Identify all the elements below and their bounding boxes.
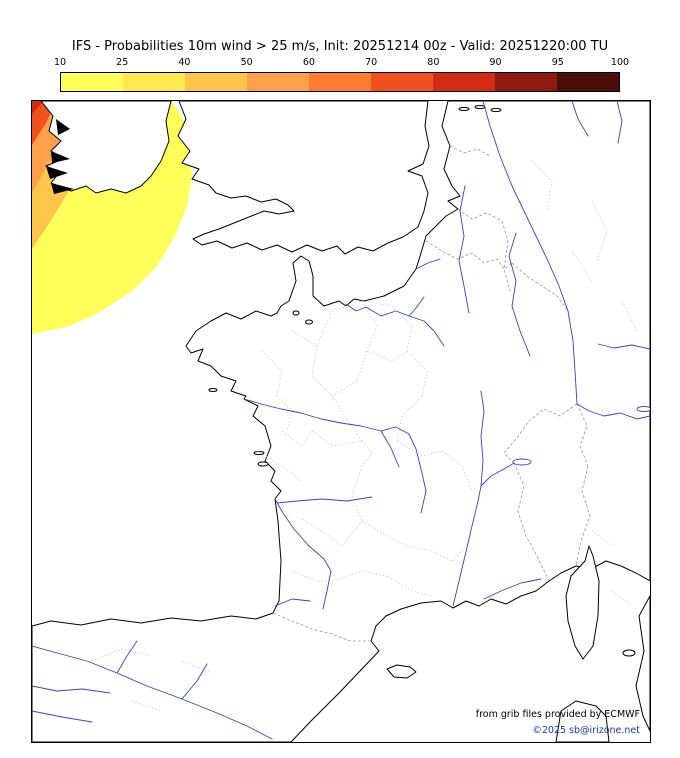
colorbar-segment — [123, 73, 185, 91]
contour-ge60 — [32, 101, 43, 114]
coast-ireland — [40, 101, 172, 194]
river-danube — [597, 343, 650, 350]
river-durance — [483, 578, 542, 600]
island-wadden-2 — [474, 105, 486, 109]
credit-copyright: ©2025 sb@irizone.net — [532, 725, 640, 737]
river-oise — [408, 296, 425, 317]
coastline-layer — [32, 101, 650, 742]
river-moselle — [508, 232, 531, 357]
river-ebro-trib-2 — [181, 663, 208, 700]
coast-ireland-peninsulas — [46, 119, 74, 194]
colorbar-segments — [60, 72, 620, 92]
colorbar-tick-label: 10 — [53, 57, 67, 68]
coast-continent — [32, 101, 650, 742]
island-wadden-1 — [458, 107, 470, 111]
island-corsica — [565, 545, 600, 660]
country-borders-layer — [272, 145, 591, 642]
colorbar-tick-label: 70 — [365, 57, 378, 68]
island-wadden-3 — [490, 108, 502, 112]
river-duero — [32, 685, 111, 694]
river-somme — [415, 258, 441, 270]
coast-britain — [177, 101, 430, 255]
coast-italy-strip — [635, 595, 650, 732]
credit-ecmwf: from grib files provided by ECMWF — [475, 709, 640, 721]
island-elba — [622, 649, 636, 657]
island-menorca — [386, 664, 417, 679]
island-channel-1 — [292, 310, 300, 316]
river-meuse — [458, 185, 470, 314]
colorbar-tick-label: 50 — [240, 57, 253, 68]
department-borders-layer — [91, 160, 638, 712]
river-rhine — [482, 101, 650, 420]
rivers-layer — [32, 101, 650, 740]
colorbar-segment — [185, 73, 247, 91]
river-spain-3 — [32, 710, 93, 723]
map-svg — [32, 101, 650, 742]
river-saone — [480, 390, 485, 487]
colorbar-segment — [309, 73, 371, 91]
map-credits: from grib files provided by ECMWF ©2025 … — [475, 709, 640, 737]
river-loire — [243, 398, 427, 514]
colorbar-tick-label: 90 — [489, 57, 502, 68]
island-oleron — [257, 461, 269, 467]
colorbar-segment — [247, 73, 309, 91]
map-frame: from grib files provided by ECMWF ©2025 … — [31, 100, 651, 743]
river-dordogne — [276, 496, 373, 504]
river-rhone — [452, 462, 515, 607]
river-germany-1 — [571, 101, 589, 137]
river-seine — [345, 303, 445, 347]
river-adour — [274, 598, 311, 607]
lake-geneva — [512, 458, 532, 466]
lake-constance — [636, 406, 650, 412]
river-garonne — [274, 498, 332, 610]
island-channel-2 — [305, 319, 313, 325]
island-belle-ile — [208, 388, 218, 392]
river-ebro-trib-1 — [116, 640, 138, 674]
colorbar-segment — [557, 73, 619, 91]
river-cher — [380, 430, 400, 468]
colorbar-ticks: 10 25 40 50 60 70 80 90 95 100 — [54, 57, 629, 70]
colorbar-segment — [495, 73, 557, 91]
colorbar-segment — [433, 73, 495, 91]
river-germany-2 — [616, 101, 623, 144]
country-borders — [272, 145, 591, 642]
colorbar-tick-label: 95 — [551, 57, 564, 68]
colorbar: 10 25 40 50 60 70 80 90 95 100 — [54, 57, 629, 92]
page-title: IFS - Probabilities 10m wind > 25 m/s, I… — [71, 39, 609, 54]
colorbar-tick-label: 100 — [610, 57, 630, 68]
colorbar-segment — [371, 73, 433, 91]
island-sardinia — [555, 700, 610, 742]
river-ebro — [32, 645, 273, 740]
island-re — [253, 451, 265, 455]
colorbar-tick-label: 25 — [116, 57, 129, 68]
colorbar-segment — [61, 73, 123, 91]
colorbar-tick-label: 80 — [427, 57, 440, 68]
colorbar-tick-label: 60 — [302, 57, 315, 68]
department-borders — [91, 160, 638, 712]
colorbar-tick-label: 40 — [178, 57, 191, 68]
